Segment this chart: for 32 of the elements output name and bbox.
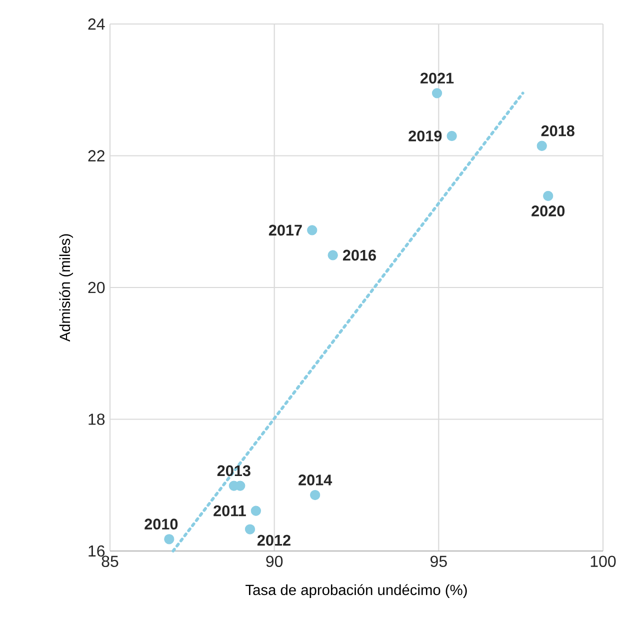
x-axis-title: Tasa de aprobación undécimo (%) — [246, 584, 467, 598]
point — [244, 524, 256, 534]
annotation: 2016 — [342, 250, 376, 261]
x-tick-label: 95 — [430, 556, 447, 568]
annotation: 2014 — [298, 474, 332, 486]
annotation: 2018 — [541, 125, 574, 136]
y-axis-title: Admisión (miles) — [59, 234, 73, 342]
point — [250, 506, 261, 516]
y-tick-label: 20 — [88, 282, 105, 294]
annotation: 2021 — [420, 72, 454, 84]
point — [164, 534, 174, 544]
annotation: 2020 — [532, 206, 565, 216]
y-tick-label: 18 — [88, 414, 105, 425]
point — [543, 190, 554, 202]
point — [307, 225, 318, 236]
annotation: 2017 — [268, 224, 302, 236]
y-tick-label: 22 — [88, 150, 104, 162]
point — [328, 250, 338, 260]
annotation: 2012 — [257, 534, 290, 546]
y-tick-label: 16 — [88, 545, 105, 557]
annotation: 2013 — [217, 465, 250, 476]
point — [536, 140, 547, 151]
y-tick-label: 24 — [88, 18, 105, 30]
point — [432, 88, 442, 98]
annotation: 2011 — [214, 505, 246, 516]
x-tick-label: 85 — [102, 556, 118, 568]
point — [310, 490, 320, 500]
point — [446, 130, 457, 142]
annotation: 2010 — [144, 518, 178, 530]
x-tick-label: 100 — [590, 556, 616, 568]
annotation: 2019 — [408, 130, 442, 142]
x-tick-label: 90 — [266, 556, 283, 568]
